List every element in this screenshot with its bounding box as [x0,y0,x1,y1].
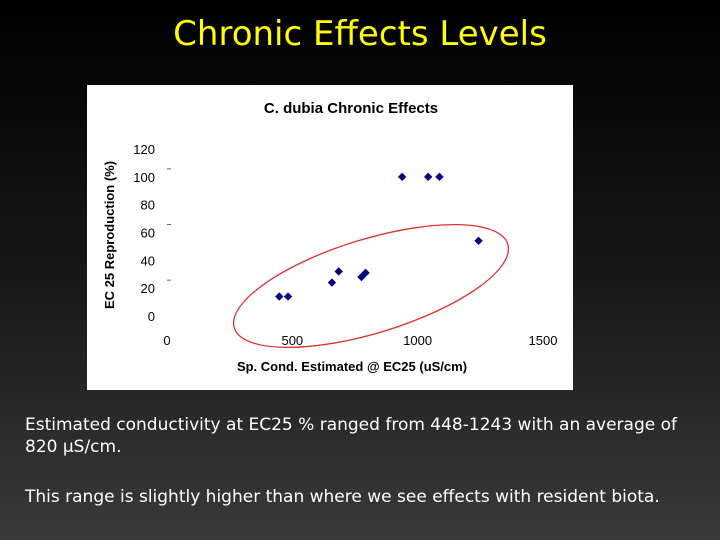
highlight-ellipse [232,223,510,349]
y-tick-label: 120 [133,142,155,157]
y-axis-title: EC 25 Reproduction (%) [102,161,117,309]
y-tick-label: 60 [141,226,155,241]
data-point [474,236,483,246]
y-tick-label: 40 [141,253,155,268]
paragraph-conductivity-range: Estimated conductivity at EC25 % ranged … [25,415,678,457]
y-tick-label: 100 [133,170,155,185]
x-tick-labels: 0 500 1000 1500 [163,333,557,348]
y-axis-marks [167,168,171,281]
x-tick-label: 1500 [529,333,558,348]
data-point [423,172,433,182]
data-point [435,172,444,182]
data-point [361,268,370,278]
x-tick-label: 0 [163,333,170,348]
y-tick-labels: 0 20 40 60 80 100 120 [133,142,155,324]
data-point [327,278,337,287]
y-tick-label: 0 [148,309,155,324]
x-tick-label: 1000 [403,333,432,348]
chart-panel: C. dubia Chronic Effects EC 25 Reproduct… [87,85,573,390]
x-axis-title: Sp. Cond. Estimated @ EC25 (uS/cm) [237,359,467,374]
data-point [397,172,407,182]
data-point [275,292,284,301]
slide-title: Chronic Effects Levels [173,14,547,54]
x-tick-label: 500 [281,333,303,348]
paragraph-resident-biota: This range is slightly higher than where… [25,487,660,507]
data-points [275,172,483,301]
data-point [283,292,293,301]
scatter-chart: C. dubia Chronic Effects EC 25 Reproduct… [102,100,557,374]
chart-title: C. dubia Chronic Effects [264,100,438,117]
data-point [357,272,366,282]
y-tick-label: 20 [141,281,155,296]
data-point [334,267,343,276]
y-tick-label: 80 [141,198,155,213]
